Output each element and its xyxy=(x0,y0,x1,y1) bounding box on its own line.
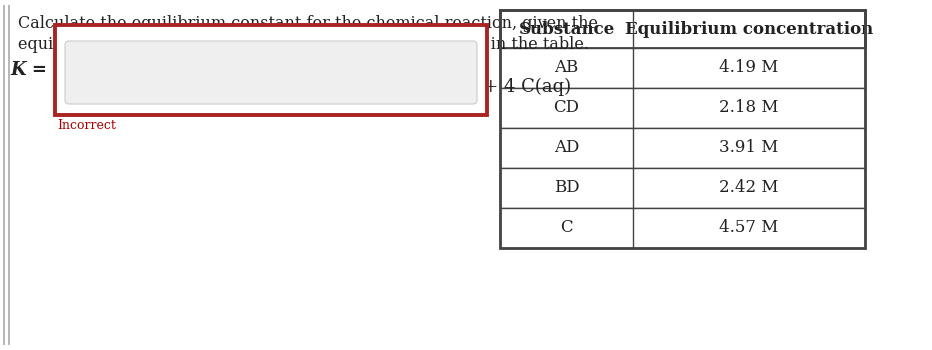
Text: K =: K = xyxy=(10,61,47,79)
Text: 65.486: 65.486 xyxy=(81,64,139,81)
Bar xyxy=(500,10,865,248)
Text: Equilibrium concentration: Equilibrium concentration xyxy=(624,21,873,37)
Bar xyxy=(55,25,487,115)
Bar xyxy=(500,168,865,208)
Bar xyxy=(500,128,865,168)
Text: 2 AB(aq) + 4 CD(aq) ⇌ 2 AD(aq) + 2 BD(aq) + 4 C(aq): 2 AB(aq) + 4 CD(aq) ⇌ 2 AD(aq) + 2 BD(aq… xyxy=(75,78,571,96)
Text: BD: BD xyxy=(554,180,580,196)
Text: AD: AD xyxy=(554,140,579,156)
Text: equilibrium concentrations of the reactants and products in the table.: equilibrium concentrations of the reacta… xyxy=(18,36,589,53)
Bar xyxy=(500,48,865,88)
Text: 2.18 M: 2.18 M xyxy=(720,99,779,117)
Text: AB: AB xyxy=(555,60,579,77)
Bar xyxy=(500,10,865,48)
Text: Substance: Substance xyxy=(518,21,614,37)
Text: 2.42 M: 2.42 M xyxy=(720,180,779,196)
Text: 3.91 M: 3.91 M xyxy=(720,140,779,156)
FancyBboxPatch shape xyxy=(65,41,477,104)
Text: 4.57 M: 4.57 M xyxy=(720,219,779,237)
Text: CD: CD xyxy=(554,99,580,117)
Text: Incorrect: Incorrect xyxy=(57,119,116,132)
Text: 4.19 M: 4.19 M xyxy=(720,60,779,77)
Bar xyxy=(500,88,865,128)
Text: Calculate the equilibrium constant for the chemical reaction, given the: Calculate the equilibrium constant for t… xyxy=(18,15,598,32)
Bar xyxy=(500,208,865,248)
Text: C: C xyxy=(560,219,573,237)
